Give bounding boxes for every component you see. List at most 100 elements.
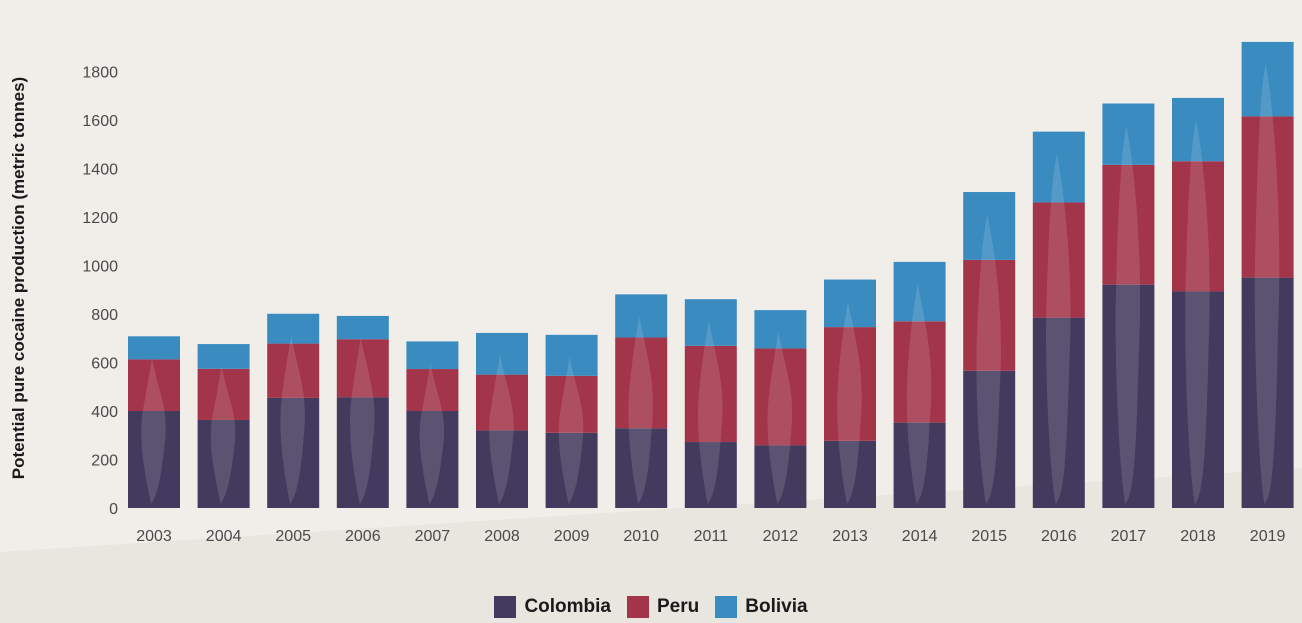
x-tick-label: 2015 [971,528,1007,545]
bars [128,41,1294,508]
bar-segment-colombia-2014 [893,422,946,508]
x-tick-label: 2010 [623,528,659,545]
bar-segment-peru-2014 [893,321,946,423]
map-silhouette-2010 [628,316,653,504]
legend: Colombia Peru Bolivia [0,596,1302,618]
map-silhouette-2018 [1185,119,1210,505]
x-tick-label: 2013 [832,528,868,545]
bar-segment-bolivia-2018 [1172,97,1224,162]
map-silhouette-2016 [1046,153,1071,504]
map-silhouette-2009 [558,356,584,504]
y-tick-label: 600 [91,356,118,373]
map-silhouette-2012 [767,332,793,504]
bar-segment-peru-2016 [1032,202,1085,318]
bar-segment-bolivia-2011 [684,299,737,346]
bar-segment-peru-2011 [684,345,737,443]
bar-segment-colombia-2006 [336,397,389,508]
legend-swatch-bolivia [715,596,738,618]
map-silhouette-2013 [837,301,862,504]
y-tick-label: 1400 [82,162,118,179]
bar-segment-colombia-2004 [197,419,250,508]
x-tick-label: 2016 [1041,528,1077,545]
x-tick-label: 2018 [1180,528,1216,545]
bar-segment-bolivia-2019 [1241,41,1294,117]
x-tick-label: 2017 [1111,528,1147,545]
bar-segment-peru-2012 [754,348,807,446]
bar-segment-peru-2003 [128,359,180,411]
bar-segment-peru-2010 [615,337,668,429]
y-axis-title: Potential pure cocaine production (metri… [9,77,28,479]
legend-swatch-peru [627,596,649,618]
x-tick-label: 2014 [902,528,938,545]
y-tick-label: 1800 [82,65,118,82]
bar-segment-bolivia-2016 [1032,131,1085,203]
bar-segment-bolivia-2012 [754,310,807,349]
bar-segment-colombia-2018 [1172,291,1224,508]
map-silhouette-2006 [350,337,375,504]
bar-segment-peru-2009 [545,375,598,433]
y-tick-label: 400 [91,404,118,421]
bar-segment-bolivia-2010 [615,294,668,338]
bar-segment-colombia-2005 [267,397,320,508]
x-tick-label: 2012 [763,528,799,545]
bar-segment-colombia-2019 [1241,277,1294,508]
legend-item-peru: Peru [627,596,699,618]
legend-swatch-colombia [494,596,517,618]
bar-segment-peru-2005 [267,343,320,398]
bar-segment-peru-2013 [824,327,876,441]
bar-segment-colombia-2008 [476,430,528,508]
legend-label-colombia: Colombia [524,596,611,617]
bar-segment-colombia-2009 [545,432,598,508]
bar-segment-bolivia-2005 [267,313,320,344]
bar-segment-colombia-2012 [754,445,807,508]
map-silhouette-2004 [210,366,236,504]
bar-segment-bolivia-2008 [476,332,528,375]
y-tick-label: 800 [91,307,118,324]
bar-segment-bolivia-2015 [963,192,1016,260]
bar-segment-bolivia-2003 [128,336,180,360]
bar-segment-colombia-2007 [406,411,459,508]
bar-segment-peru-2007 [406,369,459,411]
bar-segment-bolivia-2004 [197,344,250,369]
y-tick-label: 0 [109,501,118,518]
map-silhouette-2011 [698,321,723,504]
bar-segment-colombia-2015 [963,370,1016,508]
x-axis-ticks: 2003 2004 2005 2006 2007 2008 2009 2010 2011 2012… [136,528,1285,545]
bar-segment-colombia-2010 [615,428,668,508]
map-silhouette-2019 [1254,63,1280,504]
x-tick-label: 2009 [554,528,590,545]
bar-segment-colombia-2003 [128,411,180,508]
y-axis-ticks: 0 200 400 600 800 1000 1200 1400 1600 1800 [82,65,118,519]
x-tick-label: 2007 [415,528,451,545]
bar-segment-bolivia-2017 [1102,103,1155,165]
bar-segment-colombia-2017 [1102,284,1155,508]
x-tick-label: 2003 [136,528,172,545]
bar-segment-colombia-2016 [1032,317,1085,508]
bar-segment-colombia-2013 [824,440,876,508]
bar-segment-bolivia-2014 [893,261,946,322]
y-tick-label: 1000 [82,259,118,276]
x-tick-label: 2011 [694,528,729,545]
bar-segment-peru-2008 [476,374,528,431]
map-silhouette-2017 [1115,125,1141,504]
map-silhouette-2003 [141,358,166,504]
legend-item-bolivia: Bolivia [715,596,808,618]
bar-segment-peru-2004 [197,368,250,420]
bar-segment-peru-2015 [963,259,1016,371]
x-tick-label: 2006 [345,528,381,545]
x-tick-label: 2004 [206,528,242,545]
bar-segment-bolivia-2006 [336,315,389,340]
map-silhouette-2014 [906,283,932,504]
y-tick-label: 1200 [82,210,118,227]
bar-segment-peru-2006 [336,339,389,398]
legend-item-colombia: Colombia [494,596,611,618]
y-tick-label: 200 [91,453,118,470]
bar-segment-bolivia-2009 [545,334,598,376]
map-silhouette-2007 [419,363,445,504]
bar-segment-colombia-2011 [684,442,737,508]
y-tick-label: 1600 [82,113,118,130]
bar-segment-peru-2019 [1241,116,1294,278]
map-silhouette-2015 [976,214,1001,504]
bar-segment-peru-2018 [1172,161,1224,292]
